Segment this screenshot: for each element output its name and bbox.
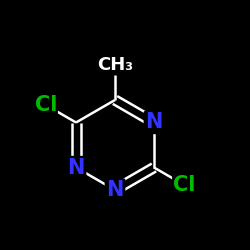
Text: Cl: Cl [173, 175, 196, 195]
Text: N: N [145, 112, 163, 132]
Text: N: N [67, 158, 85, 178]
Text: CH₃: CH₃ [97, 56, 133, 74]
Text: Cl: Cl [34, 95, 57, 115]
Text: N: N [106, 180, 124, 200]
